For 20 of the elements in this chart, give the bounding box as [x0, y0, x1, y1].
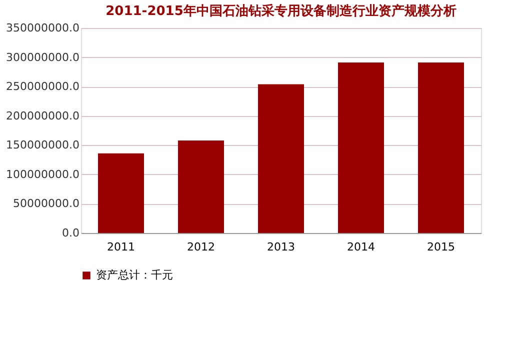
y-tick-label: 150000000.0 [6, 138, 80, 152]
y-tick-label: 250000000.0 [6, 80, 80, 94]
x-tick-label: 2011 [107, 240, 135, 254]
bar [98, 153, 144, 233]
chart-title: 2011-2015年中国石油钻采专用设备制造行业资产规模分析 [106, 3, 456, 19]
x-tick-label: 2015 [427, 240, 455, 254]
bar [338, 62, 384, 233]
legend-label: 资产总计：千元 [96, 268, 173, 282]
bar [258, 84, 304, 233]
y-tick-label: 300000000.0 [6, 50, 80, 64]
bar [418, 62, 464, 233]
y-tick-label: 350000000.0 [6, 22, 80, 34]
x-tick-label: 2014 [347, 240, 375, 254]
bar [178, 140, 224, 233]
y-tick-label: 0.0 [62, 226, 80, 240]
x-tick-label: 2013 [267, 240, 295, 254]
y-tick-label: 100000000.0 [6, 168, 80, 181]
y-tick-label: 50000000.0 [13, 197, 80, 210]
y-tick-label: 200000000.0 [6, 109, 80, 122]
x-tick-label: 2012 [187, 240, 215, 254]
